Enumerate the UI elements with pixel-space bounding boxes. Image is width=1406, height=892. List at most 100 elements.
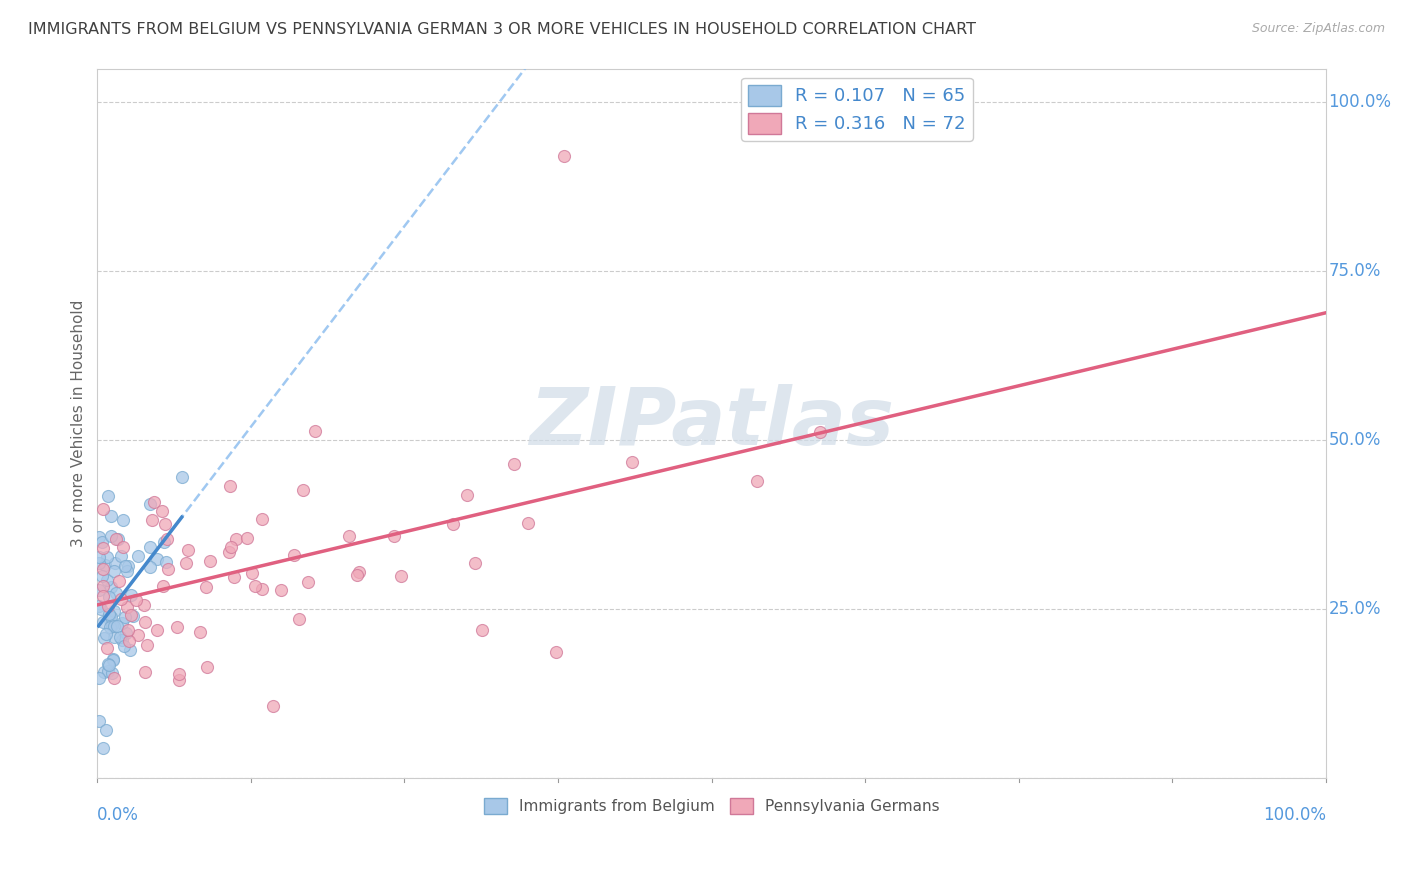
Text: 100.0%: 100.0% xyxy=(1263,806,1326,824)
Point xyxy=(107,532,129,546)
Point xyxy=(111,616,134,631)
Point xyxy=(97,657,120,671)
Text: Source: ZipAtlas.com: Source: ZipAtlas.com xyxy=(1251,22,1385,36)
Point xyxy=(250,511,273,525)
Point xyxy=(621,455,644,469)
Point xyxy=(262,698,284,713)
Point xyxy=(443,517,465,532)
Point xyxy=(98,620,121,634)
Point xyxy=(101,653,124,667)
Point xyxy=(115,600,138,615)
Point xyxy=(93,631,115,645)
Point xyxy=(117,624,139,638)
Point xyxy=(114,626,136,640)
Point xyxy=(115,564,138,578)
Point xyxy=(91,535,114,549)
Point xyxy=(347,566,370,580)
Point xyxy=(134,615,156,630)
Point xyxy=(117,559,139,574)
Point xyxy=(108,630,131,644)
Text: 50.0%: 50.0% xyxy=(1329,431,1381,450)
Point xyxy=(103,619,125,633)
Point xyxy=(456,488,478,502)
Point xyxy=(118,634,141,648)
Point xyxy=(94,558,117,572)
Point xyxy=(110,591,132,606)
Point xyxy=(219,479,242,493)
Point xyxy=(97,599,120,614)
Point xyxy=(270,583,292,598)
Point xyxy=(93,579,115,593)
Point xyxy=(150,504,173,518)
Point xyxy=(105,532,128,546)
Point xyxy=(240,566,263,580)
Point xyxy=(142,495,165,509)
Point xyxy=(104,556,127,570)
Point xyxy=(169,673,191,687)
Point xyxy=(87,550,110,565)
Point xyxy=(87,599,110,613)
Point xyxy=(219,540,242,554)
Point xyxy=(544,645,567,659)
Point xyxy=(96,640,118,655)
Point xyxy=(111,632,134,647)
Point xyxy=(346,568,368,582)
Point xyxy=(167,666,190,681)
Point xyxy=(177,542,200,557)
Point xyxy=(517,516,540,531)
Point xyxy=(195,660,218,674)
Point xyxy=(243,579,266,593)
Point xyxy=(87,583,110,598)
Point xyxy=(747,475,769,489)
Text: ZIPatlas: ZIPatlas xyxy=(529,384,894,462)
Point xyxy=(107,574,129,588)
Point xyxy=(87,714,110,728)
Text: 100.0%: 100.0% xyxy=(1329,94,1392,112)
Point xyxy=(112,540,135,554)
Legend: Immigrants from Belgium, Pennsylvania Germans: Immigrants from Belgium, Pennsylvania Ge… xyxy=(478,792,946,820)
Point xyxy=(100,610,122,624)
Text: 0.0%: 0.0% xyxy=(97,806,139,824)
Point xyxy=(103,604,125,618)
Point xyxy=(120,588,142,602)
Point xyxy=(127,627,149,641)
Point xyxy=(132,598,155,612)
Point xyxy=(111,513,134,527)
Point xyxy=(89,602,111,616)
Point xyxy=(100,508,122,523)
Point xyxy=(94,723,117,738)
Point xyxy=(145,624,167,638)
Point xyxy=(103,671,125,685)
Point xyxy=(97,665,120,679)
Point xyxy=(103,564,125,578)
Point xyxy=(125,593,148,607)
Point xyxy=(114,610,136,624)
Point xyxy=(87,671,110,685)
Point xyxy=(112,639,135,653)
Point xyxy=(141,513,163,527)
Point xyxy=(471,624,494,638)
Point xyxy=(87,530,110,544)
Point xyxy=(502,457,524,471)
Point xyxy=(155,555,177,569)
Point xyxy=(166,619,188,633)
Point xyxy=(297,574,319,589)
Point xyxy=(110,549,132,564)
Point xyxy=(101,651,124,665)
Point xyxy=(291,483,314,497)
Point xyxy=(118,643,141,657)
Point xyxy=(200,553,222,567)
Point xyxy=(100,581,122,595)
Point xyxy=(97,489,120,503)
Point xyxy=(93,541,115,555)
Point xyxy=(174,556,197,570)
Point xyxy=(93,502,115,516)
Point xyxy=(222,570,245,584)
Point xyxy=(139,540,162,554)
Point xyxy=(808,425,831,439)
Text: 25.0%: 25.0% xyxy=(1329,600,1381,618)
Point xyxy=(98,658,121,673)
Point xyxy=(194,580,217,594)
Y-axis label: 3 or more Vehicles in Household: 3 or more Vehicles in Household xyxy=(72,300,86,547)
Text: 75.0%: 75.0% xyxy=(1329,262,1381,280)
